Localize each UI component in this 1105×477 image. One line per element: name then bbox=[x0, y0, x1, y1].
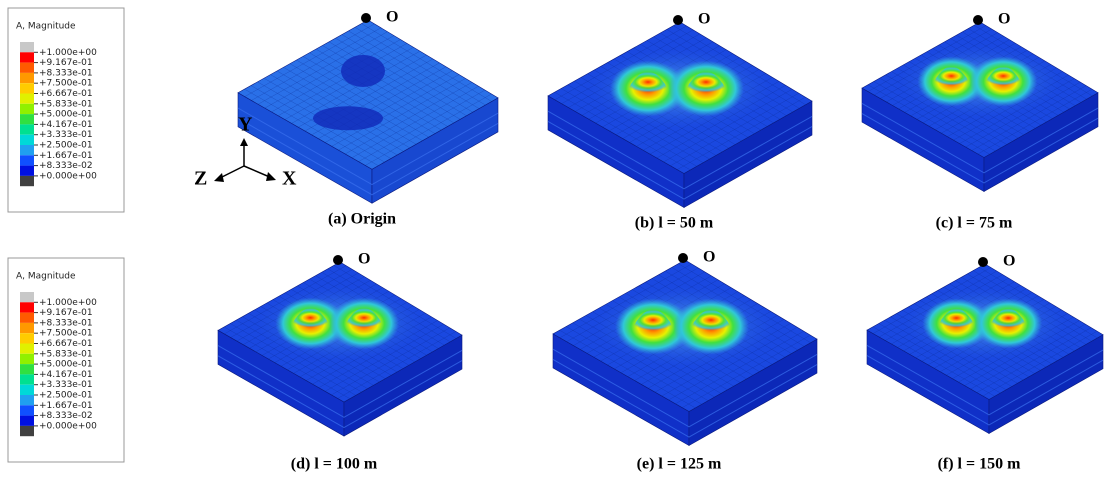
origin-label: O bbox=[698, 11, 710, 28]
legend-label: +2.500e-01 bbox=[39, 141, 93, 151]
plate bbox=[862, 22, 1098, 191]
origin-label: O bbox=[358, 251, 370, 268]
caption: (b) l = 50 m bbox=[635, 215, 714, 232]
plate bbox=[553, 260, 817, 446]
legend-label: +5.833e-01 bbox=[39, 349, 93, 359]
legend-swatch bbox=[20, 176, 34, 186]
legend-label: +7.500e-01 bbox=[39, 329, 93, 339]
legend-swatch bbox=[20, 385, 34, 395]
legend-swatch bbox=[20, 395, 34, 405]
caption: (c) l = 75 m bbox=[936, 215, 1013, 232]
legend-swatch bbox=[20, 333, 34, 343]
axis-label-z: Z bbox=[194, 168, 207, 190]
caption: (e) l = 125 m bbox=[637, 456, 722, 473]
legend-label: +6.667e-01 bbox=[39, 339, 93, 349]
legend-swatch bbox=[20, 145, 34, 155]
legend-label: +4.167e-01 bbox=[39, 120, 93, 130]
legend-label: +8.333e-02 bbox=[39, 411, 93, 421]
legend-swatch bbox=[20, 344, 34, 354]
legend-swatch bbox=[20, 416, 34, 426]
legend-label: +3.333e-01 bbox=[39, 380, 93, 390]
legend-label: +9.167e-01 bbox=[39, 58, 93, 68]
legend-swatch bbox=[20, 104, 34, 114]
legend-title: A, Magnitude bbox=[16, 272, 76, 282]
legend-label: +7.500e-01 bbox=[39, 79, 93, 89]
plate bbox=[867, 264, 1103, 433]
legend-label: +5.000e-01 bbox=[39, 110, 93, 120]
origin-label: O bbox=[386, 9, 398, 26]
legend-swatch bbox=[20, 292, 34, 302]
legend-label: +5.833e-01 bbox=[39, 99, 93, 109]
legend-swatch bbox=[20, 302, 34, 312]
legend-swatch bbox=[20, 426, 34, 436]
legend-swatch bbox=[20, 94, 34, 104]
legend-label: +8.333e-01 bbox=[39, 68, 93, 78]
origin-dot bbox=[678, 253, 688, 263]
legend-label: +8.333e-01 bbox=[39, 318, 93, 328]
legend-title: A, Magnitude bbox=[16, 22, 76, 32]
origin-dot bbox=[361, 13, 371, 23]
legend-swatch bbox=[20, 323, 34, 333]
legend-label: +0.000e+00 bbox=[39, 421, 97, 431]
origin-label: O bbox=[998, 11, 1010, 28]
legend-swatch bbox=[20, 374, 34, 384]
legend-swatch bbox=[20, 114, 34, 124]
legend-label: +1.667e-01 bbox=[39, 401, 93, 411]
legend-label: +6.667e-01 bbox=[39, 89, 93, 99]
legend-swatch bbox=[20, 73, 34, 83]
legend-swatch bbox=[20, 124, 34, 134]
caption: (f) l = 150 m bbox=[938, 456, 1022, 473]
figure: A, Magnitude+1.000e+00+9.167e-01+8.333e-… bbox=[0, 0, 1105, 477]
caption: (d) l = 100 m bbox=[291, 456, 378, 473]
legend-label: +4.167e-01 bbox=[39, 370, 93, 380]
arrow bbox=[266, 172, 276, 181]
caption: (a) Origin bbox=[328, 211, 396, 228]
legend-swatch bbox=[20, 155, 34, 165]
arrow bbox=[214, 173, 224, 182]
legend-swatch bbox=[20, 405, 34, 415]
legend-swatch bbox=[20, 42, 34, 52]
origin-label: O bbox=[1003, 253, 1015, 270]
legend-label: +9.167e-01 bbox=[39, 308, 93, 318]
origin-dot bbox=[978, 257, 988, 267]
patch bbox=[313, 106, 383, 130]
origin-dot bbox=[673, 15, 683, 25]
origin-dot bbox=[973, 15, 983, 25]
legend-label: +1.000e+00 bbox=[39, 298, 97, 308]
origin-label: O bbox=[703, 249, 715, 266]
legend-swatch bbox=[20, 83, 34, 93]
legend-swatch bbox=[20, 52, 34, 62]
legend-label: +1.000e+00 bbox=[39, 48, 97, 58]
legend-label: +0.000e+00 bbox=[39, 171, 97, 181]
legend-label: +8.333e-02 bbox=[39, 161, 93, 171]
plate bbox=[238, 20, 498, 203]
plate bbox=[218, 262, 462, 436]
axis-label-x: X bbox=[282, 168, 297, 190]
legend-swatch bbox=[20, 63, 34, 73]
axis-label-y: Y bbox=[238, 114, 253, 136]
legend-swatch bbox=[20, 313, 34, 323]
patch bbox=[341, 55, 385, 87]
legend-label: +3.333e-01 bbox=[39, 130, 93, 140]
legend-label: +5.000e-01 bbox=[39, 360, 93, 370]
origin-dot bbox=[333, 255, 343, 265]
legend-swatch bbox=[20, 166, 34, 176]
arrow bbox=[240, 138, 248, 146]
legend-swatch bbox=[20, 135, 34, 145]
plate bbox=[548, 22, 812, 208]
legend-label: +2.500e-01 bbox=[39, 391, 93, 401]
legend-swatch bbox=[20, 364, 34, 374]
legend-swatch bbox=[20, 354, 34, 364]
legend-label: +1.667e-01 bbox=[39, 151, 93, 161]
